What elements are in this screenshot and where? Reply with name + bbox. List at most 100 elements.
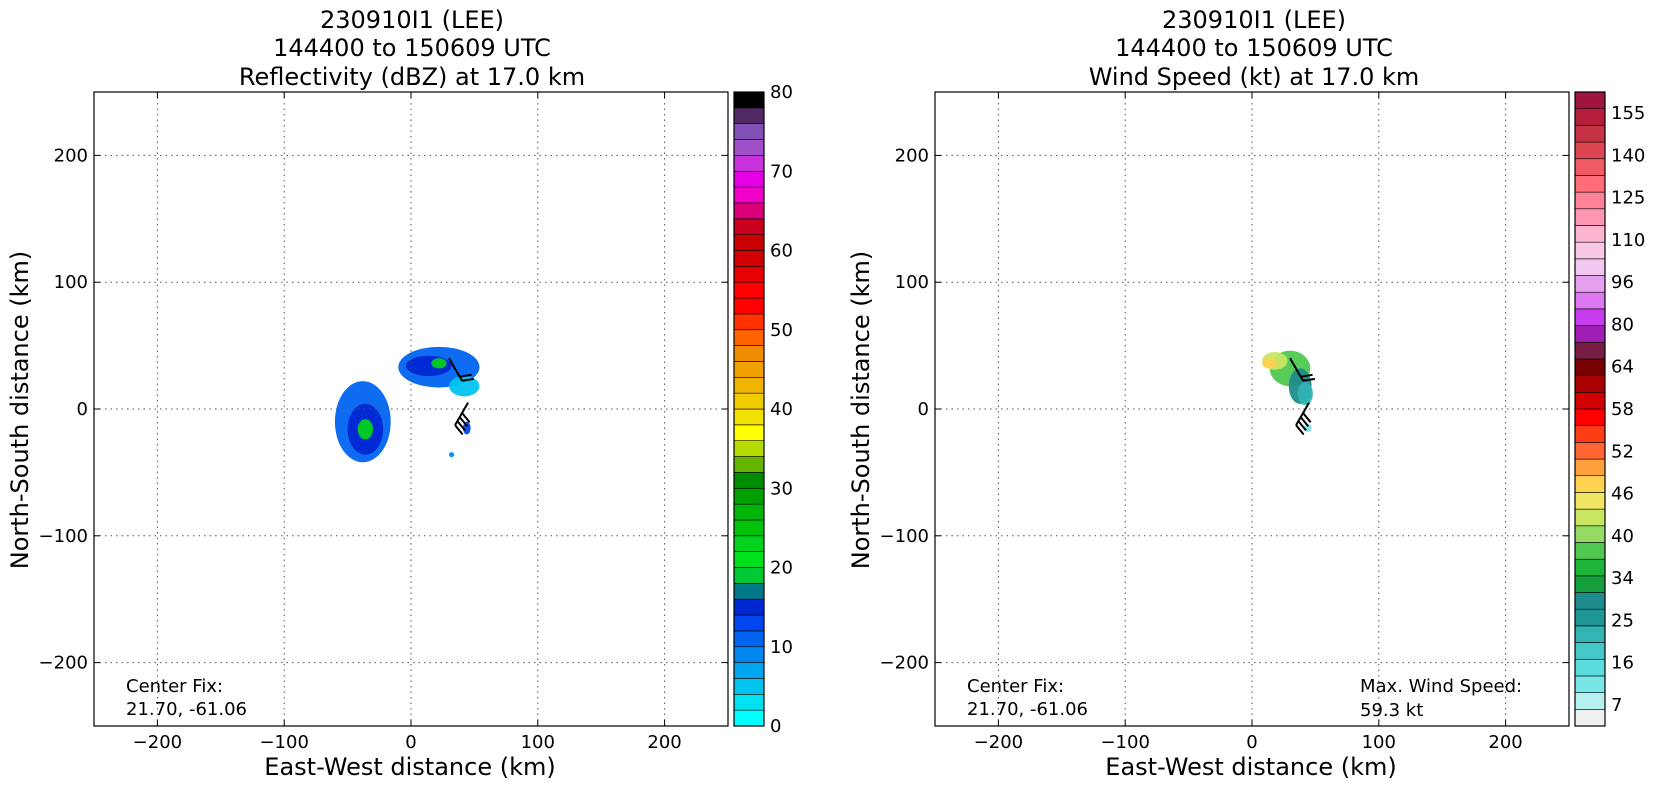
- colorbar-swatch: [733, 630, 765, 648]
- wind-speed-panel: 230910I1 (LEE) 144400 to 150609 UTC Wind…: [847, 6, 1645, 781]
- colorbar-swatch: [733, 392, 765, 410]
- panel-title-line-1: 230910I1 (LEE): [1162, 6, 1346, 34]
- wind-barb: [448, 357, 475, 382]
- colorbar-swatch: [733, 693, 765, 711]
- colorbar: 7 16 25 34 40 46 52 58 64 80 96 110 125 140 155: [1574, 91, 1645, 727]
- colorbar-tick-label: 125: [1611, 188, 1645, 209]
- colorbar-swatch: [1574, 175, 1606, 193]
- colorbar-swatch: [1574, 408, 1606, 426]
- barb-feather: [1302, 412, 1312, 423]
- colorbar-swatch: [1574, 308, 1606, 326]
- y-tick-label: 0: [77, 399, 88, 420]
- center-fix-value: 21.70, -61.06: [126, 699, 247, 720]
- colorbar-tick-label: 34: [1611, 568, 1634, 589]
- colorbar-swatch: [1574, 191, 1606, 210]
- reflectivity-panel: 230910I1 (LEE) 144400 to 150609 UTC Refl…: [6, 6, 793, 781]
- colorbar-swatch: [733, 361, 765, 378]
- barb-feather: [458, 416, 469, 427]
- colorbar-swatch: [733, 218, 765, 235]
- colorbar-swatch: [733, 123, 765, 140]
- colorbar-swatch: [1574, 675, 1606, 693]
- y-tick-label: 200: [54, 145, 88, 166]
- x-axis-label: East-West distance (km): [1105, 753, 1396, 781]
- colorbar-tick-label: 96: [1611, 272, 1634, 293]
- x-tick-label: 0: [1246, 732, 1257, 753]
- panel-title-line-3: Reflectivity (dBZ) at 17.0 km: [239, 63, 585, 91]
- x-tick-label: 200: [647, 732, 681, 753]
- plot-area: −200 −100 0 100 200 −200 −100 0 100 200: [39, 91, 729, 753]
- colorbar-swatch: [1574, 542, 1606, 560]
- data-field: [334, 346, 480, 463]
- data-field: [1262, 350, 1313, 432]
- colorbar-swatch: [1574, 709, 1606, 727]
- colorbar-swatch: [1574, 458, 1606, 477]
- colorbar-tick-label: 7: [1611, 695, 1622, 716]
- colorbar-swatch: [733, 709, 765, 727]
- panel-title-line-2: 144400 to 150609 UTC: [273, 34, 551, 62]
- colorbar-swatch: [733, 234, 765, 251]
- y-tick-label: −100: [39, 526, 88, 547]
- x-axis-label: East-West distance (km): [264, 753, 555, 781]
- colorbar-swatch: [733, 598, 765, 616]
- colorbar-swatch: [733, 646, 765, 663]
- colorbar-swatch: [1574, 375, 1606, 393]
- field-cell: [449, 376, 480, 397]
- colorbar-swatch: [1574, 125, 1606, 143]
- colorbar-tick-label: 40: [1611, 526, 1634, 547]
- colorbar-swatch: [1574, 642, 1606, 660]
- x-tick-label: 0: [405, 732, 416, 753]
- colorbar-swatch: [1574, 108, 1606, 126]
- colorbar-swatch: [733, 519, 765, 537]
- colorbar-swatch: [1574, 508, 1606, 527]
- plot-frame: [93, 91, 729, 727]
- barb-feather: [1295, 424, 1305, 436]
- barb-feather: [1299, 416, 1310, 427]
- colorbar-swatch: [733, 487, 765, 505]
- colorbar-swatch: [733, 139, 765, 156]
- wind-barb: [454, 402, 471, 436]
- colorbar-swatch: [733, 503, 765, 521]
- center-fix-label: Center Fix:: [126, 676, 223, 697]
- colorbar-swatch: [733, 186, 765, 204]
- y-axis-label: North-South distance (km): [847, 251, 875, 570]
- colorbar-tick-label: 25: [1611, 610, 1634, 631]
- barb-feather: [459, 373, 472, 378]
- colorbar-swatch: [1574, 241, 1606, 260]
- x-tick-label: −200: [133, 732, 182, 753]
- plot-area: −200 −100 0 100 200 −200 −100 0 100 200: [880, 91, 1570, 753]
- field-cell: [1262, 358, 1278, 369]
- colorbar-swatch: [733, 678, 765, 695]
- colorbar-swatch: [733, 329, 765, 346]
- colorbar-swatch: [1574, 158, 1606, 176]
- colorbar-swatch: [1574, 442, 1606, 460]
- colorbar-swatch: [1574, 392, 1606, 410]
- colorbar-swatch: [1574, 558, 1606, 577]
- colorbar-swatch: [733, 313, 765, 331]
- barb-feather: [461, 377, 475, 382]
- colorbar-tick-label: 155: [1611, 103, 1645, 124]
- colorbar-swatch: [733, 202, 765, 220]
- max-wind-label: Max. Wind Speed:: [1360, 676, 1522, 697]
- field-cell: [431, 358, 447, 369]
- colorbar: 0 10 20 30 40 50 60 70 80: [733, 82, 793, 737]
- colorbar-swatch: [733, 535, 765, 552]
- barb-feather: [456, 420, 466, 432]
- x-tick-label: −200: [974, 732, 1023, 753]
- colorbar-tick-label: 64: [1611, 357, 1634, 378]
- panel-title-line-1: 230910I1 (LEE): [320, 6, 504, 34]
- y-axis-label: North-South distance (km): [6, 251, 34, 570]
- colorbar-swatch: [1574, 275, 1606, 293]
- colorbar-swatch: [733, 297, 765, 315]
- x-tick-label: 100: [521, 732, 555, 753]
- colorbar-swatch: [1574, 325, 1606, 343]
- colorbar-swatch: [1574, 658, 1606, 677]
- colorbar-tick-label: 10: [770, 637, 793, 658]
- barb-feather: [1297, 420, 1307, 432]
- max-wind-value: 59.3 kt: [1360, 700, 1423, 721]
- colorbar-swatch: [733, 551, 765, 568]
- colorbar-swatch: [1574, 341, 1606, 360]
- wind-barb: [1289, 357, 1316, 382]
- colorbar-swatch: [1574, 291, 1606, 310]
- colorbar-swatch: [1574, 475, 1606, 493]
